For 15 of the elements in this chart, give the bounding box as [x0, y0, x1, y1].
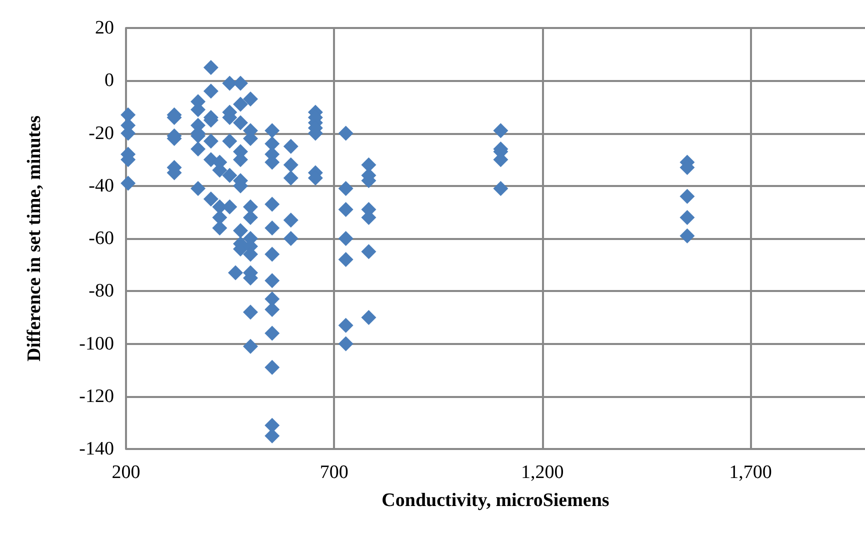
x-tick-label: 1,200: [520, 462, 564, 483]
y-tick-label: 0: [104, 70, 114, 92]
y-tick-label: -80: [88, 280, 114, 302]
y-tick-label: -40: [88, 175, 114, 196]
y-tick-label: -120: [79, 386, 114, 407]
y-axis-title: Difference in set time, minutes: [24, 115, 45, 362]
y-tick-label: -140: [79, 438, 114, 460]
y-tick-label: -20: [88, 122, 114, 144]
x-tick-label: 700: [320, 462, 348, 483]
x-tick-label: 200: [112, 462, 140, 483]
y-tick-label: -100: [79, 333, 114, 354]
y-tick-label: -60: [88, 228, 114, 249]
x-tick-label: 1,700: [729, 462, 772, 483]
x-axis-title: Conductivity, microSiemens: [382, 490, 610, 511]
y-tick-label: 20: [95, 18, 114, 38]
